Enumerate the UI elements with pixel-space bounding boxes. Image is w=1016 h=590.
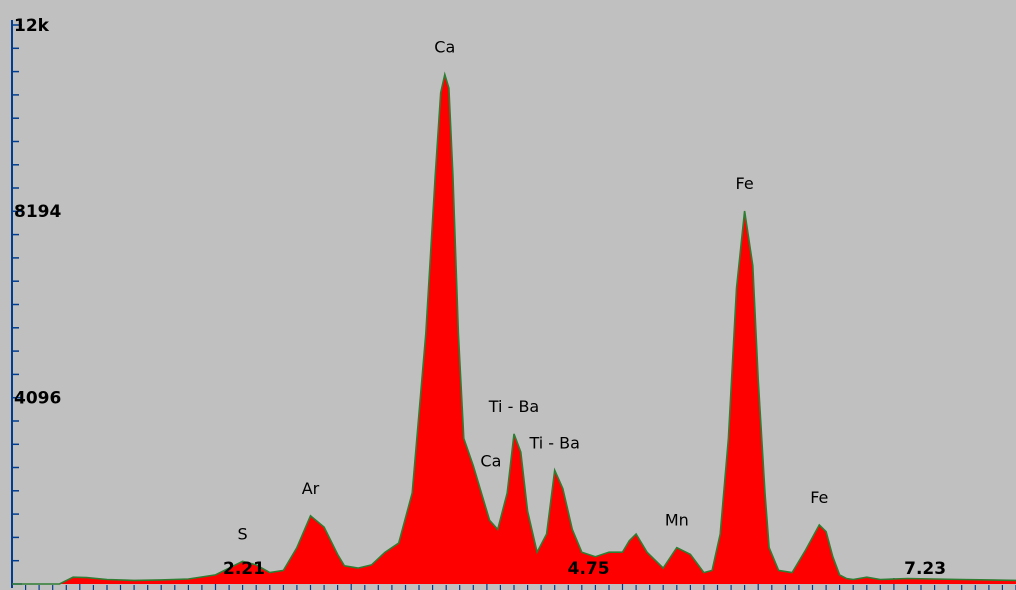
peak-annotations: Ca Fe Ti - Ba Ti - Ba Ca Ar Fe Mn S [238, 38, 829, 544]
spectrum-area [12, 74, 1016, 584]
peak-label: Ca [434, 38, 455, 57]
y-axis-ticks [12, 24, 22, 585]
peak-label: Ca [480, 452, 501, 471]
peak-label: Ar [302, 479, 320, 498]
peak-label: S [238, 524, 248, 543]
x-tick-label: 4.75 [568, 559, 610, 579]
y-tick-label: 4096 [14, 389, 61, 409]
peak-label: Mn [665, 511, 689, 530]
peak-label: Fe [736, 174, 754, 193]
peak-label: Ti - Ba [528, 433, 579, 452]
y-tick-label: 8194 [14, 202, 61, 222]
x-tick-label: 2.21 [223, 559, 265, 579]
peak-label: Ti - Ba [488, 397, 539, 416]
y-tick-label: 12k [14, 16, 50, 36]
peak-label: Fe [810, 488, 828, 507]
x-tick-label: 7.23 [904, 559, 946, 579]
y-axis-labels: 12k 8194 4096 [14, 16, 61, 409]
spectrum-outline [12, 71, 1016, 585]
x-axis-labels: 2.21 4.75 7.23 [223, 559, 946, 579]
